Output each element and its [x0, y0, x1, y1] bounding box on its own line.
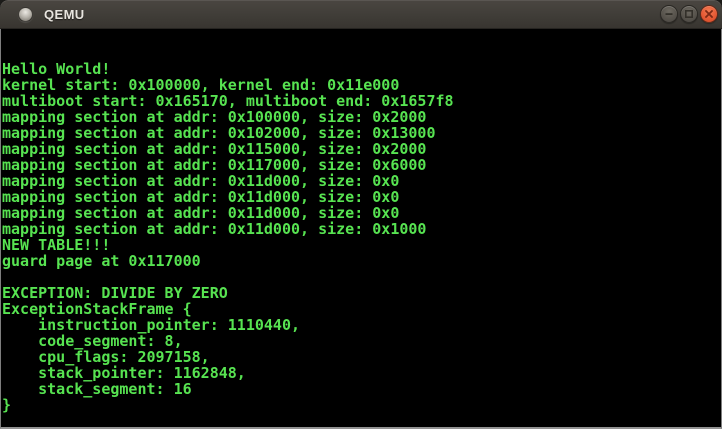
terminal-line: mapping section at addr: 0x11d000, size:…	[2, 188, 400, 206]
terminal-line: NEW TABLE!!!	[2, 236, 111, 254]
terminal-line: multiboot start: 0x165170, multiboot end…	[2, 92, 454, 110]
terminal-output[interactable]: Hello World! kernel start: 0x100000, kern…	[0, 29, 722, 429]
terminal-line: stack_pointer: 1162848,	[2, 364, 246, 382]
terminal-line: guard page at 0x117000	[2, 252, 201, 270]
titlebar[interactable]: QEMU	[0, 0, 722, 29]
terminal-line: cpu_flags: 2097158,	[2, 348, 210, 366]
terminal-line: mapping section at addr: 0x11d000, size:…	[2, 172, 400, 190]
maximize-icon	[684, 9, 694, 19]
terminal-line: }	[2, 396, 12, 414]
terminal-line: instruction_pointer: 1110440,	[2, 316, 301, 334]
terminal-line: code_segment: 8,	[2, 332, 183, 350]
terminal-line: Hello World!	[2, 60, 111, 78]
window-title: QEMU	[44, 6, 85, 22]
terminal-line: mapping section at addr: 0x117000, size:…	[2, 156, 427, 174]
minimize-icon	[665, 13, 673, 15]
window-menu-icon[interactable]	[18, 6, 33, 22]
terminal-line: mapping section at addr: 0x102000, size:…	[2, 124, 436, 142]
terminal-line: mapping section at addr: 0x115000, size:…	[2, 140, 427, 158]
terminal-line: EXCEPTION: DIVIDE BY ZERO	[2, 284, 228, 302]
window-controls	[660, 0, 718, 28]
maximize-button[interactable]	[680, 5, 698, 23]
terminal-line: mapping section at addr: 0x11d000, size:…	[2, 220, 427, 238]
terminal-line: ExceptionStackFrame {	[2, 300, 192, 318]
terminal-line	[2, 269, 721, 285]
terminal-line: kernel start: 0x100000, kernel end: 0x11…	[2, 76, 400, 94]
terminal-line: mapping section at addr: 0x11d000, size:…	[2, 204, 400, 222]
close-button[interactable]	[700, 5, 718, 23]
terminal-line: stack_segment: 16	[2, 380, 192, 398]
terminal-line: mapping section at addr: 0x100000, size:…	[2, 108, 427, 126]
close-icon	[705, 10, 713, 18]
minimize-button[interactable]	[660, 5, 678, 23]
